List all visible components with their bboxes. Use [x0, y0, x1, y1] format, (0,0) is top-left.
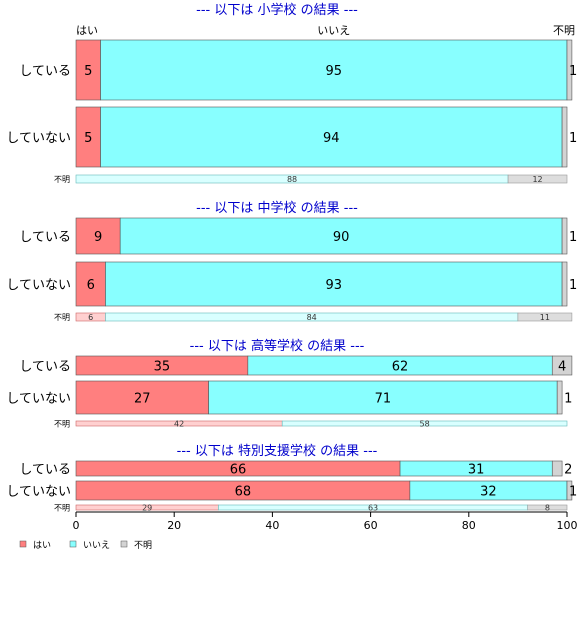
data-label: 12 [532, 175, 542, 184]
bar-segment [551, 460, 563, 477]
data-label: 58 [420, 420, 430, 429]
data-label: 66 [230, 463, 247, 478]
bar-segment [561, 106, 568, 168]
data-label: 90 [333, 230, 350, 245]
data-label: 84 [307, 313, 317, 322]
bar-segment [561, 261, 568, 307]
x-tick-label: 60 [364, 519, 378, 532]
row-label: していない [6, 278, 71, 293]
panel-title: --- 以下は 特別支援学校 の結果 --- [177, 443, 378, 459]
x-tick-label: 80 [462, 519, 476, 532]
data-label: 32 [480, 485, 497, 500]
row-label: 不明 [54, 175, 70, 184]
data-label: 1 [564, 392, 572, 407]
panel-title: --- 以下は 中学校 の結果 --- [196, 200, 358, 216]
bar-segment [556, 380, 563, 415]
row-label: 不明 [54, 420, 70, 429]
data-label: 63 [368, 504, 378, 513]
legend-swatch [120, 540, 128, 548]
legend-swatch [69, 540, 77, 548]
row-label: している [19, 230, 71, 245]
panel-title: --- 以下は 高等学校 の結果 --- [190, 338, 365, 354]
bar-segment [119, 217, 563, 255]
data-label: 62 [392, 360, 409, 375]
data-label: 5 [84, 64, 92, 79]
x-tick-label: 100 [557, 519, 578, 532]
row-label: していない [6, 485, 71, 500]
bar-segment [75, 39, 101, 101]
legend-swatch [19, 540, 27, 548]
x-tick-label: 0 [73, 519, 80, 532]
data-label: 31 [468, 463, 485, 478]
data-label: 93 [326, 278, 343, 293]
panel-title: --- 以下は 小学校 の結果 --- [196, 2, 358, 18]
bar-segment [75, 217, 121, 255]
legend-label: 不明 [134, 540, 152, 551]
data-label: 29 [142, 504, 152, 513]
data-label: 35 [154, 360, 171, 375]
category-header: いいえ [317, 24, 350, 37]
data-label: 4 [558, 360, 566, 375]
data-label: 88 [287, 175, 297, 184]
row-label: していない [6, 392, 71, 407]
bar-segment [527, 504, 568, 511]
data-label: 94 [323, 131, 340, 146]
row-label: 不明 [54, 313, 70, 322]
legend-label: いいえ [83, 540, 110, 551]
data-label: 71 [375, 392, 392, 407]
data-label: 1 [569, 485, 577, 500]
bar-segment [100, 106, 563, 168]
row-label: している [19, 360, 71, 375]
row-label: 不明 [54, 504, 70, 513]
legend-label: はい [33, 540, 51, 551]
data-label: 6 [88, 313, 93, 322]
row-label: していない [6, 131, 71, 146]
bar-segment [75, 380, 209, 415]
bar-segment [75, 261, 106, 307]
data-label: 5 [84, 131, 92, 146]
x-tick-label: 40 [265, 519, 279, 532]
bar-segment [566, 480, 573, 501]
row-label: している [19, 463, 71, 478]
data-label: 1 [569, 131, 577, 146]
row-label: している [19, 64, 71, 79]
data-label: 8 [545, 504, 550, 513]
data-label: 95 [326, 64, 343, 79]
category-header: はい [76, 24, 98, 37]
category-header: 不明 [553, 24, 575, 37]
data-label: 1 [569, 230, 577, 245]
bar-segment [551, 355, 573, 376]
data-label: 6 [87, 278, 95, 293]
data-label: 42 [174, 420, 184, 429]
bar-segment [507, 174, 568, 184]
bar-segment [100, 39, 568, 101]
bar-segment [517, 312, 573, 322]
bar-segment [281, 420, 568, 427]
data-label: 1 [569, 278, 577, 293]
bar-segment [208, 380, 558, 415]
data-label: 68 [235, 485, 252, 500]
data-label: 11 [540, 313, 550, 322]
x-tick-label: 20 [167, 519, 181, 532]
data-label: 1 [569, 64, 577, 79]
bar-segment [561, 217, 568, 255]
data-label: 9 [94, 230, 102, 245]
data-label: 27 [134, 392, 151, 407]
data-label: 2 [564, 463, 572, 478]
bar-segment [566, 39, 573, 101]
